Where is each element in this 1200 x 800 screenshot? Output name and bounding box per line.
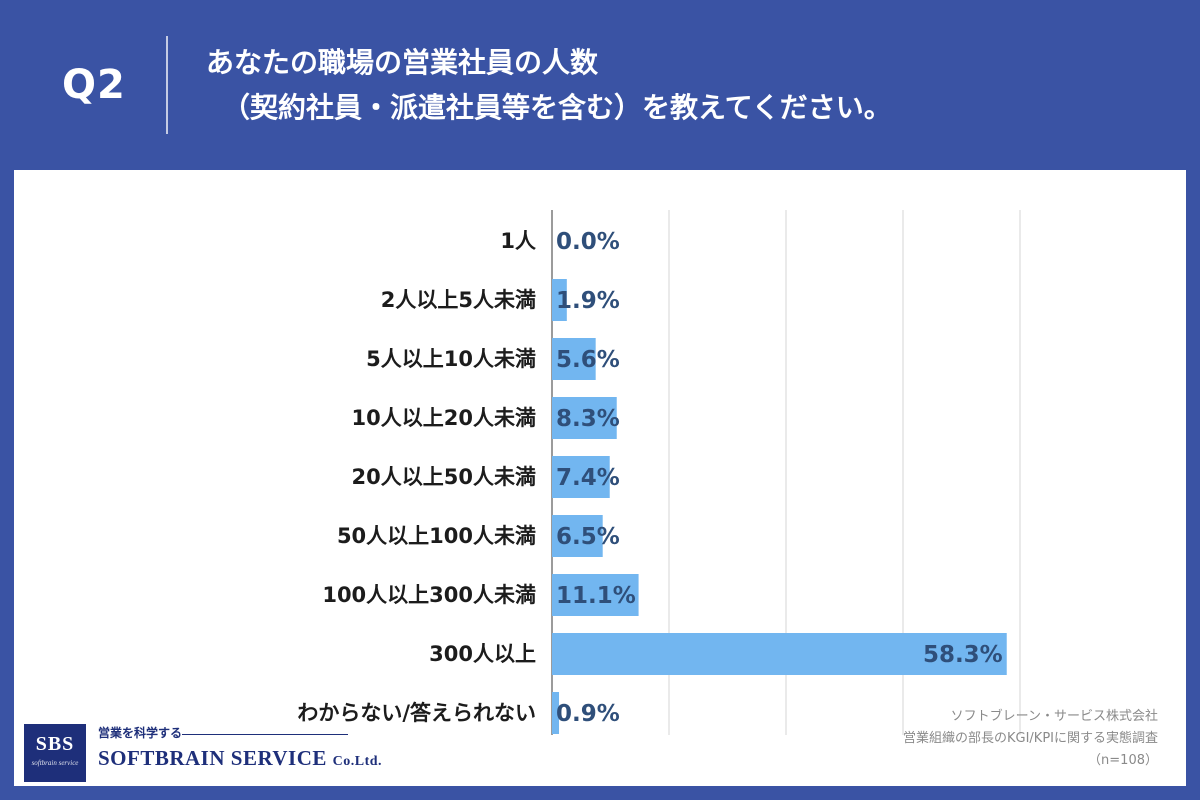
logo-abbreviation: SBS (35, 733, 75, 755)
bars (552, 279, 1007, 734)
bar-7 (552, 574, 639, 616)
question-title: あなたの職場の営業社員の人数 （契約社員・派遣社員等を含む）を教えてください。 (206, 40, 1166, 130)
value-label: 1.9% (556, 288, 620, 314)
header-divider (166, 36, 168, 134)
question-title-line2: （契約社員・派遣社員等を含む）を教えてください。 (222, 91, 892, 124)
labels: 1人 0.0% 2人以上5人未満 1.9% 5人以上10人未満 5.6% 10人以上20人未… (297, 229, 1002, 727)
bar-4 (552, 397, 617, 439)
category-label: 10人以上20人未満 (352, 406, 536, 430)
category-label: 2人以上5人未満 (381, 288, 536, 312)
value-label: 7.4% (556, 465, 620, 491)
chart-panel: 1人 0.0% 2人以上5人未満 1.9% 5人以上10人未満 5.6% 10人以上20人未… (14, 170, 1186, 786)
source-sample-size: （n=108） (1088, 753, 1158, 768)
value-label: 8.3% (556, 406, 620, 432)
question-number: Q2 (62, 62, 126, 108)
question-title-line1: あなたの職場の営業社員の人数 (206, 46, 599, 79)
bar-6 (552, 515, 603, 557)
category-label: 50人以上100人未満 (337, 524, 536, 548)
logo-rule (182, 734, 348, 735)
bar-9 (552, 692, 560, 734)
category-label: 20人以上50人未満 (352, 465, 536, 489)
value-label: 0.9% (556, 701, 620, 727)
category-label: わからない/答えられない (297, 701, 536, 725)
logo-tagline: 営業を科学する (98, 726, 183, 740)
value-label: 0.0% (556, 229, 620, 255)
category-label: 1人 (500, 229, 536, 253)
bar-8 (552, 633, 1007, 675)
category-label: 100人以上300人未満 (322, 583, 536, 607)
value-label: 58.3% (923, 642, 1003, 668)
bar-chart: 1人 0.0% 2人以上5人未満 1.9% 5人以上10人未満 5.6% 10人以上20人未… (297, 210, 1021, 735)
source-company: ソフトブレーン・サービス株式会社 (950, 709, 1158, 724)
category-label: 5人以上10人未満 (366, 347, 536, 371)
logo-small-text: softbrain service (31, 759, 79, 767)
sbs-logo-mark: SBS softbrain service (24, 724, 86, 782)
bar-2 (552, 279, 567, 321)
logo-company-suffix: Co.Ltd. (332, 754, 383, 769)
source-note: ソフトブレーン・サービス株式会社 営業組織の部長のKGI/KPIに関する実態調査… (903, 706, 1158, 772)
value-label: 6.5% (556, 524, 620, 550)
source-survey: 営業組織の部長のKGI/KPIに関する実態調査 (902, 731, 1158, 746)
logo-company-name-text: SOFTBRAIN SERVICE (98, 746, 327, 770)
value-label: 5.6% (556, 347, 620, 373)
bar-5 (552, 456, 610, 498)
company-logo: SBS softbrain service 営業を科学する SOFTBRAIN … (24, 722, 382, 782)
logo-company-name: SOFTBRAIN SERVICE Co.Ltd. (98, 746, 382, 771)
value-label: 11.1% (556, 583, 636, 609)
header: Q2 あなたの職場の営業社員の人数 （契約社員・派遣社員等を含む）を教えてくださ… (0, 0, 1200, 168)
bar-3 (552, 338, 596, 380)
category-label: 300人以上 (429, 642, 536, 666)
